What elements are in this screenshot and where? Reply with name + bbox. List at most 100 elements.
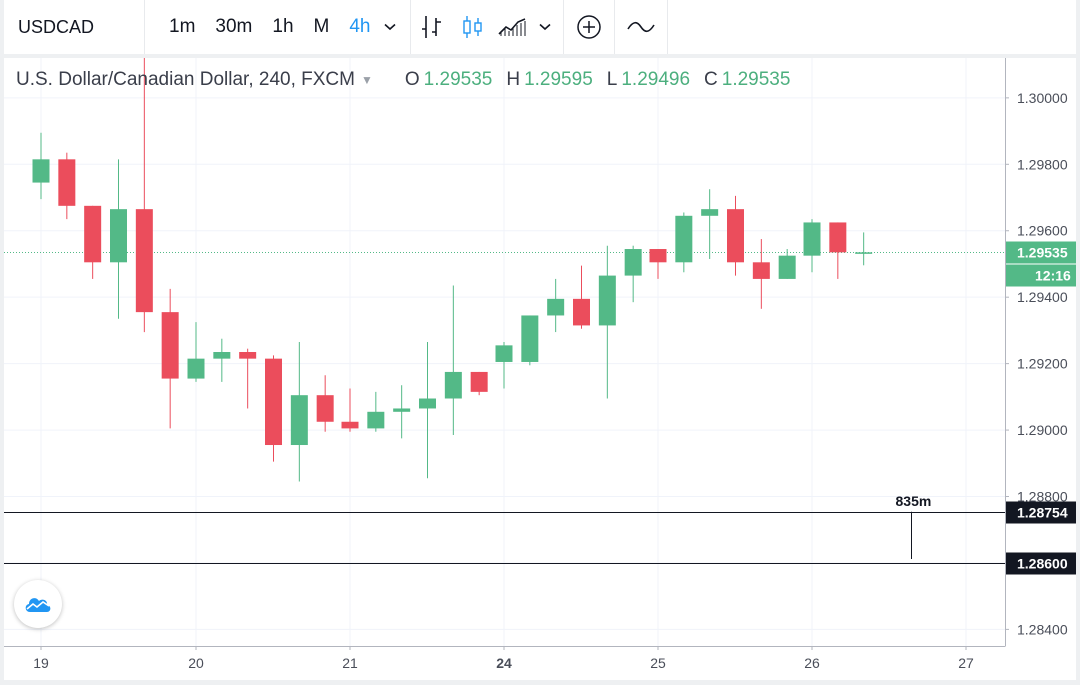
chart-canvas[interactable]: 1.30000 1.29800 1.29600 1.29400 1.29200 1.290… <box>4 58 1076 680</box>
candle-body-down[interactable] <box>161 312 179 379</box>
symbol-search[interactable]: USDCAD <box>4 0 144 54</box>
divider <box>667 0 669 54</box>
chevron-down-icon <box>384 23 397 31</box>
candle-body-up[interactable] <box>32 159 50 183</box>
chart-style-dropdown-button[interactable] <box>531 0 563 54</box>
candles-icon <box>463 16 483 38</box>
time-tick-label: 20 <box>188 655 204 671</box>
candle-body-up[interactable] <box>213 352 231 359</box>
add-indicator-icon <box>577 15 602 39</box>
countdown-label-bg <box>1006 264 1076 287</box>
symbol-label: USDCAD <box>18 16 95 37</box>
candle-body-up[interactable] <box>367 411 385 429</box>
caret-down-icon[interactable]: ▼ <box>360 73 373 87</box>
area-chart-icon <box>498 18 526 36</box>
interval-dropdown-button[interactable] <box>380 0 410 54</box>
candle-body-up[interactable] <box>521 315 539 362</box>
tradingview-logo[interactable] <box>14 580 62 628</box>
price-tick-label: 1.29800 <box>1017 156 1068 172</box>
bar-style-button[interactable] <box>411 0 453 54</box>
candle-body-up[interactable] <box>110 209 127 263</box>
candle-body-down[interactable] <box>727 209 744 263</box>
area-style-button[interactable] <box>493 0 531 54</box>
low-value: 1.29496 <box>621 69 691 90</box>
time-tick-label: 21 <box>342 655 358 671</box>
candle-body-down[interactable] <box>135 209 153 313</box>
cloud-logo-icon <box>25 598 51 612</box>
interval-1h-button[interactable]: 1h <box>272 16 294 37</box>
open-label: O <box>404 69 420 90</box>
compare-button[interactable] <box>615 0 667 54</box>
time-tick-label: 24 <box>496 655 512 671</box>
time-tick-label: 26 <box>804 655 820 671</box>
divider <box>144 0 145 54</box>
measure-label: 835m <box>896 493 932 509</box>
candle-style-button[interactable] <box>453 0 493 54</box>
candle-body-up[interactable] <box>419 398 436 409</box>
countdown-label: 12:16 <box>1035 268 1071 284</box>
candle-body-down[interactable] <box>84 205 102 263</box>
divider <box>563 0 565 54</box>
chart-panel[interactable]: 1.30000 1.29800 1.29600 1.29400 1.29200 1.290… <box>4 58 1076 680</box>
interval-4h-button[interactable]: 4h <box>349 16 371 37</box>
candle-body-up[interactable] <box>598 275 616 326</box>
price-line-label: 1.28600 <box>1017 556 1068 572</box>
candle-body-up[interactable] <box>855 252 873 254</box>
candle-body-down[interactable] <box>341 421 359 429</box>
candle-body-up[interactable] <box>187 358 205 379</box>
candle-body-down[interactable] <box>265 358 282 446</box>
compare-line-icon <box>627 21 656 33</box>
candle-body-down[interactable] <box>649 249 667 263</box>
divider <box>410 0 412 54</box>
candle-body-up[interactable] <box>701 209 719 216</box>
price-tick-label: 1.28400 <box>1017 621 1068 637</box>
candle-body-up[interactable] <box>547 298 565 316</box>
candle-body-up[interactable] <box>778 255 796 279</box>
interval-group: 1m 30m 1h M 4h <box>145 0 410 54</box>
high-label: H <box>506 69 521 90</box>
divider <box>614 0 616 54</box>
open-value: 1.29535 <box>423 69 493 90</box>
last-price-label: 1.29535 <box>1017 245 1068 261</box>
close-value: 1.29535 <box>721 69 791 90</box>
price-line-label-bg <box>1006 501 1076 524</box>
chevron-down-icon <box>539 23 552 31</box>
candle-body-up[interactable] <box>624 249 642 276</box>
candle-body-down[interactable] <box>829 222 847 253</box>
price-tick-label: 1.29200 <box>1017 356 1068 372</box>
low-label: L <box>606 69 618 90</box>
candle-body-up[interactable] <box>803 222 821 256</box>
indicators-button[interactable] <box>564 0 614 54</box>
candle-body-up[interactable] <box>444 371 462 399</box>
candle-body-down[interactable] <box>239 352 257 359</box>
candle-body-down[interactable] <box>752 262 770 279</box>
candle-body-up[interactable] <box>495 345 513 362</box>
price-line-label: 1.28754 <box>1017 505 1068 521</box>
candle-body-up[interactable] <box>675 215 693 263</box>
high-value: 1.29595 <box>524 69 593 90</box>
candle-body-down[interactable] <box>470 371 488 392</box>
top-toolbar: USDCAD 1m 30m 1h M 4h <box>4 0 1076 54</box>
price-tick-label: 1.28800 <box>1017 489 1068 505</box>
time-tick-label: 19 <box>33 655 49 671</box>
candle-body-down[interactable] <box>573 298 590 326</box>
candle-body-down[interactable] <box>58 159 76 206</box>
candle-body-up[interactable] <box>290 395 308 446</box>
time-tick-label: 25 <box>650 655 666 671</box>
interval-m-button[interactable]: M <box>313 16 330 37</box>
price-tick-label: 1.29000 <box>1017 422 1068 438</box>
series-title[interactable]: U.S. Dollar/Canadian Dollar, 240, FXCM <box>16 69 355 90</box>
price-tick-label: 1.29600 <box>1017 223 1068 239</box>
price-tick-label: 1.30000 <box>1017 90 1068 106</box>
time-tick-label: 27 <box>958 655 974 671</box>
candle-body-up[interactable] <box>393 408 411 412</box>
interval-30m-button[interactable]: 30m <box>215 16 253 37</box>
last-price-label-bg <box>1006 241 1076 264</box>
candle-body-down[interactable] <box>316 395 334 422</box>
bar-chart-icon <box>422 16 442 38</box>
price-line-label-bg <box>1006 552 1076 575</box>
price-tick-label: 1.29400 <box>1017 289 1068 305</box>
close-label: C <box>704 69 718 90</box>
interval-1m-button[interactable]: 1m <box>169 16 196 37</box>
price-axis[interactable] <box>1005 58 1076 680</box>
